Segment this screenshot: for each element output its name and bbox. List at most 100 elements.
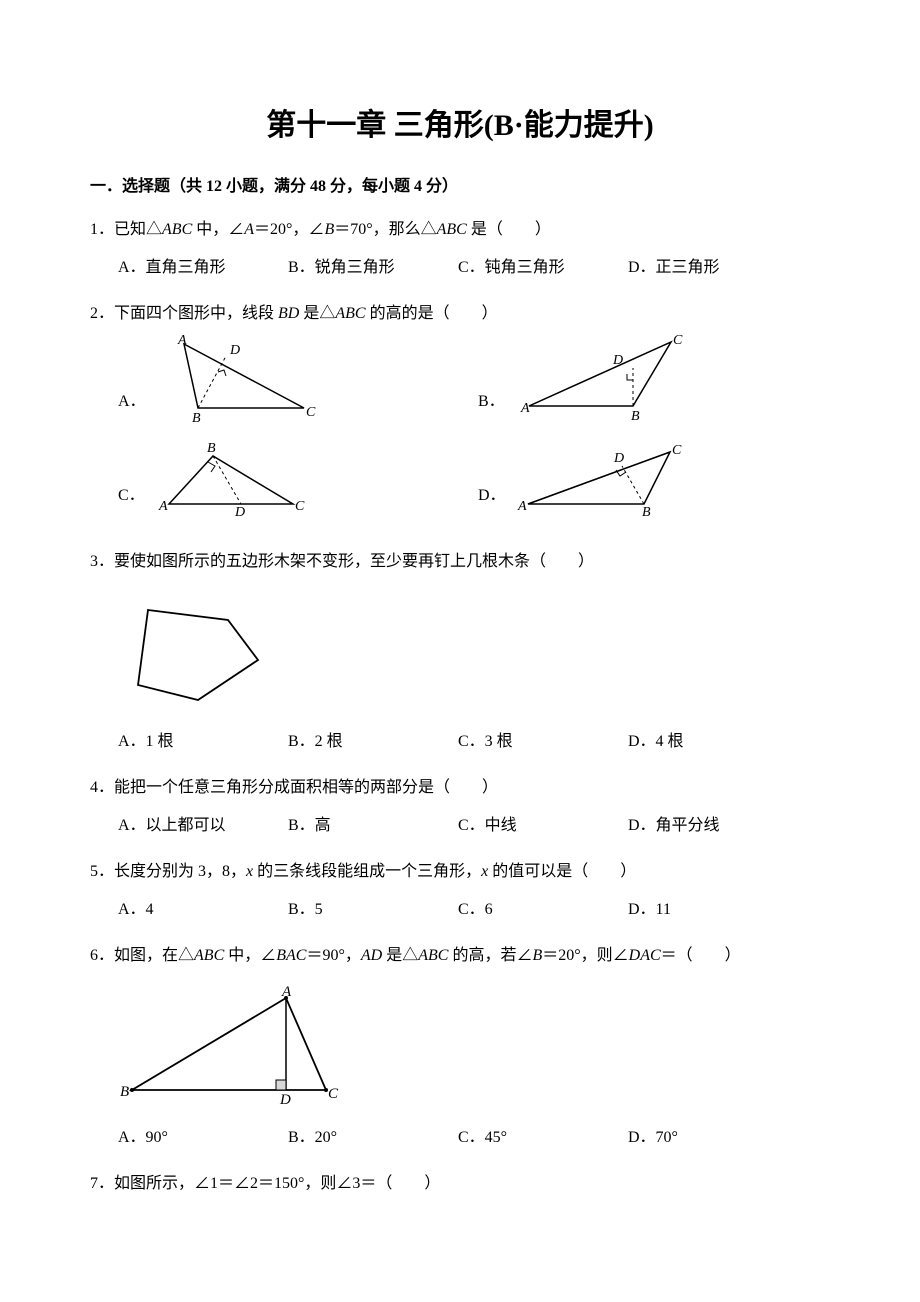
question-2: 2．下面四个图形中，线段 BD 是△ABC 的高的是（ ） A． A B C D… [90, 298, 830, 532]
q3-pentagon-shape [138, 610, 258, 700]
q4-optC: C．中线 [458, 810, 628, 842]
q7-text: 7．如图所示，∠1＝∠2＝150°，则∠3＝（ ） [90, 1168, 830, 1200]
q6-prefix: 6．如图，在△ [90, 947, 194, 964]
q5-optC: C．6 [458, 894, 628, 926]
q1-m1: 中，∠ [192, 221, 244, 238]
q5-optB: B．5 [288, 894, 458, 926]
q6-m3: 的高，若∠ [448, 947, 532, 964]
q2-suffix: 的高的是（ ） [366, 305, 498, 322]
q3-text: 3．要使如图所示的五边形木架不变形，至少要再钉上几根木条（ ） [90, 546, 830, 578]
q1-eq2: ＝70°，那么△ [334, 221, 436, 238]
q1-suffix: 是（ ） [467, 221, 551, 238]
q6-DAC: DAC [629, 947, 661, 964]
q6-B: B [532, 947, 542, 964]
q1-options: A．直角三角形 B．锐角三角形 C．钝角三角形 D．正三角形 [90, 252, 830, 284]
q3-figure [90, 590, 830, 710]
q6-ABC2: ABC [418, 947, 448, 964]
q6-tri [132, 998, 326, 1090]
q2-figC-B: B [207, 441, 216, 456]
q2-optB-label: B． [478, 386, 505, 422]
q1-optA: A．直角三角形 [118, 252, 288, 284]
q6-optD: D．70° [628, 1122, 678, 1154]
q3-pentagon [118, 590, 278, 710]
q2-figB-C: C [673, 333, 683, 348]
q6-eq1: ＝90°， [306, 947, 360, 964]
q6-m2: 是△ [382, 947, 418, 964]
q2-ABC: ABC [335, 305, 365, 322]
q6-ABC: ABC [194, 947, 224, 964]
q6-m1: 中，∠ [224, 947, 276, 964]
q6-ptC [324, 1088, 328, 1092]
q2-optC-label: C． [118, 480, 145, 516]
q2-BD: BD [278, 305, 299, 322]
q2-figD-C: C [672, 443, 682, 458]
q2-figB-ad [529, 368, 633, 406]
q2-figA-B: B [192, 411, 201, 422]
q2-figA-tri [184, 344, 304, 408]
q3-optD: D．4 根 [628, 726, 684, 758]
q4-optA: A．以上都可以 [118, 810, 288, 842]
question-7: 7．如图所示，∠1＝∠2＝150°，则∠3＝（ ） [90, 1168, 830, 1200]
q2-figA-D: D [229, 343, 240, 358]
q6-triangle: A B C D [118, 984, 348, 1106]
q2-figA-C: C [306, 405, 316, 420]
q2-optA-wrap: A． A B C D [118, 330, 418, 422]
q1-optD: D．正三角形 [628, 252, 720, 284]
question-6: 6．如图，在△ABC 中，∠BAC＝90°，AD 是△ABC 的高，若∠B＝20… [90, 940, 830, 1154]
q5-options: A．4 B．5 C．6 D．11 [90, 894, 830, 926]
question-3: 3．要使如图所示的五边形木架不变形，至少要再钉上几根木条（ ） A．1 根 B．… [90, 546, 830, 758]
q5-optD: D．11 [628, 894, 671, 926]
q4-text: 4．能把一个任意三角形分成面积相等的两部分是（ ） [90, 772, 830, 804]
q2-prefix: 2．下面四个图形中，线段 [90, 305, 278, 322]
q2-optB-wrap: B． A B C D [478, 330, 688, 422]
q3-options: A．1 根 B．2 根 C．3 根 D．4 根 [90, 726, 830, 758]
q3-optC: C．3 根 [458, 726, 628, 758]
q2-figC-bd [213, 456, 241, 504]
q5-suffix: 的值可以是（ ） [488, 863, 636, 880]
q2-figD-B: B [642, 505, 651, 516]
q6-ptA [284, 996, 288, 1000]
q1-eq1: ＝20°，∠ [254, 221, 324, 238]
q1-prefix: 1．已知△ [90, 221, 162, 238]
q3-optA: A．1 根 [118, 726, 288, 758]
q2-figB-B: B [631, 409, 640, 422]
q2-figB-rightangle [627, 374, 633, 380]
q2-mid: 是△ [299, 305, 335, 322]
q2-figC: A B C D [153, 438, 313, 516]
q6-lblC: C [328, 1086, 339, 1102]
q2-optD-wrap: D． A B C D [478, 438, 689, 516]
q2-figC-tri [169, 456, 293, 504]
q1-abc: ABC [162, 221, 192, 238]
q6-lblD: D [279, 1092, 291, 1106]
q6-rightangle [276, 1080, 286, 1090]
q2-optD-label: D． [478, 480, 506, 516]
q6-ptB [130, 1088, 134, 1092]
q2-optC-wrap: C． A B C D [118, 438, 418, 516]
q2-figC-D: D [234, 505, 245, 516]
q6-optA: A．90° [118, 1122, 288, 1154]
q4-optD: D．角平分线 [628, 810, 720, 842]
q2-figA-rightangle [218, 370, 226, 376]
q1-A: A [244, 221, 254, 238]
question-1: 1．已知△ABC 中，∠A＝20°，∠B＝70°，那么△ABC 是（ ） A．直… [90, 214, 830, 284]
q2-optA-label: A． [118, 386, 146, 422]
q6-eq2: ＝20°，则∠ [542, 947, 628, 964]
q6-optC: C．45° [458, 1122, 628, 1154]
q2-figC-C: C [295, 499, 305, 514]
q2-figD-A: A [517, 499, 527, 514]
q6-text: 6．如图，在△ABC 中，∠BAC＝90°，AD 是△ABC 的高，若∠B＝20… [90, 940, 830, 972]
q2-figC-rightangle [208, 462, 215, 472]
q5-optA: A．4 [118, 894, 288, 926]
q2-figA-A: A [177, 333, 187, 348]
q3-optB: B．2 根 [288, 726, 458, 758]
q6-options: A．90° B．20° C．45° D．70° [90, 1122, 830, 1154]
q1-abc2: ABC [437, 221, 467, 238]
q2-figD-D: D [613, 451, 624, 466]
q1-B: B [324, 221, 334, 238]
q6-AD: AD [361, 947, 382, 964]
q2-figA: A B C D [154, 330, 324, 422]
q6-suffix: ＝（ ） [661, 947, 741, 964]
q2-figB-A: A [520, 401, 530, 416]
q4-optB: B．高 [288, 810, 458, 842]
q2-figD: A B C D [514, 438, 689, 516]
